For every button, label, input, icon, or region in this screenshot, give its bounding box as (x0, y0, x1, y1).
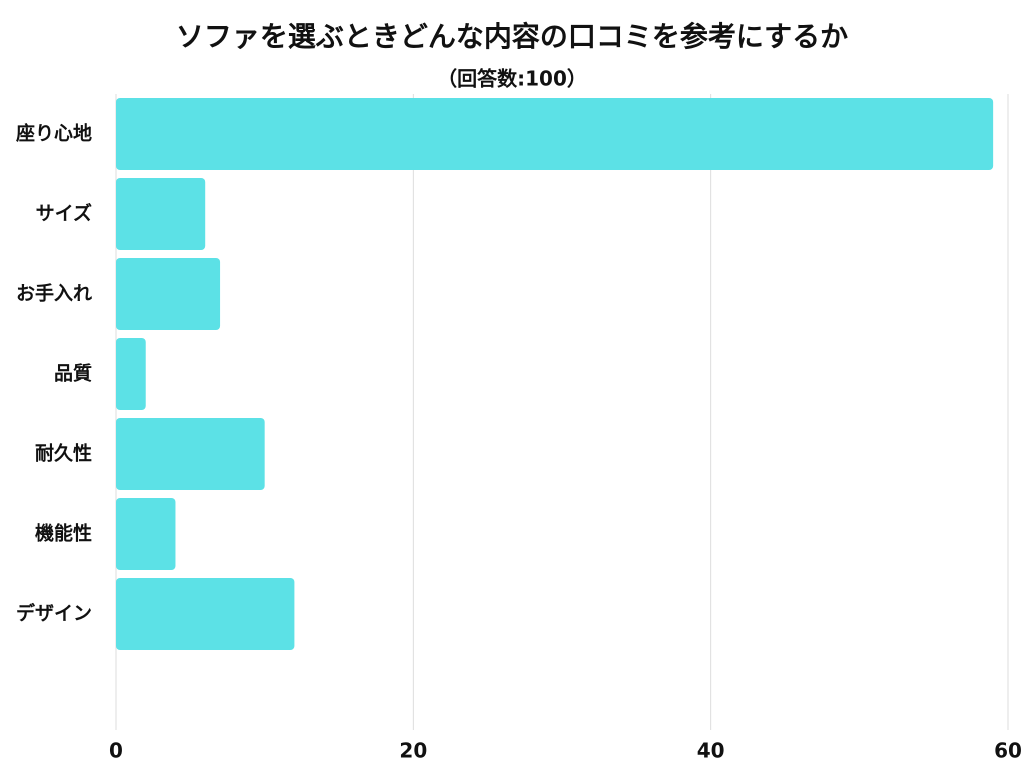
x-tick-label: 0 (109, 739, 123, 763)
y-tick-label: 品質 (54, 362, 92, 385)
x-tick-label: 40 (697, 739, 725, 763)
y-tick-label: お手入れ (16, 282, 92, 305)
bar (116, 418, 265, 490)
x-tick-label: 20 (399, 739, 427, 763)
bar (116, 258, 221, 330)
y-tick-label: 機能性 (35, 522, 92, 545)
bar (116, 98, 994, 170)
y-tick-label: サイズ (36, 202, 92, 225)
chart-title: ソファを選ぶときどんな内容の口コミを参考にするか (176, 20, 848, 53)
bar (116, 498, 176, 570)
bar (116, 338, 146, 410)
bar (116, 178, 206, 250)
bar (116, 578, 295, 650)
chart-subtitle: （回答数:100） (437, 67, 587, 91)
x-tick-label: 60 (994, 739, 1022, 763)
y-tick-label: デザイン (16, 602, 92, 625)
y-tick-label: 座り心地 (16, 122, 92, 145)
y-tick-label: 耐久性 (35, 442, 92, 465)
